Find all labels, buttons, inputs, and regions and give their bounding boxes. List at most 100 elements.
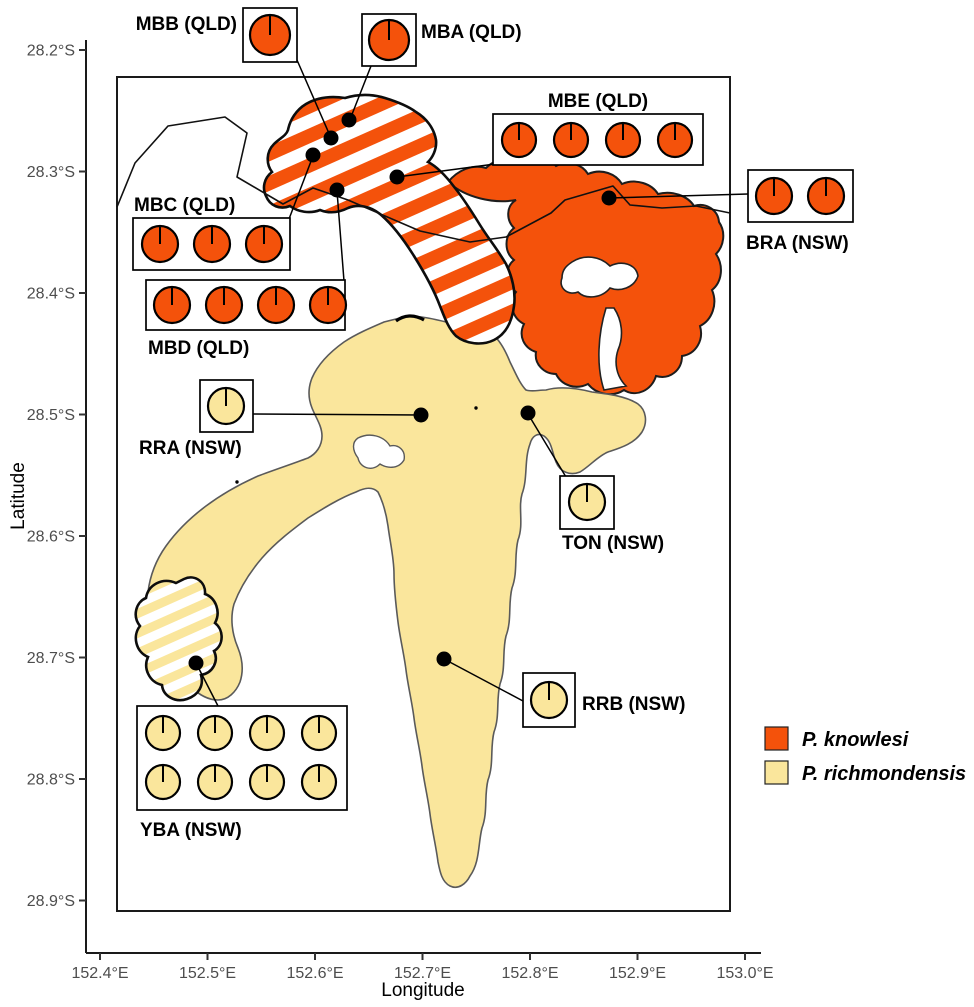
site-connector-mbb: [296, 59, 332, 139]
site-label-mbc: MBC (QLD): [134, 195, 235, 216]
pie-chart: [144, 714, 182, 752]
river-inlet: [560, 256, 639, 298]
site-connector-yba: [195, 662, 219, 707]
map-speck: [474, 406, 478, 410]
site-box-bra: BRA (NSW): [746, 169, 854, 254]
site-connector-bra: [608, 193, 749, 199]
site-label-rra: RRA (NSW): [139, 438, 242, 459]
x-tick-label: 152.8°E: [501, 965, 558, 982]
site-marker-mbd: [329, 182, 345, 198]
x-tick-label: 152.7°E: [394, 965, 451, 982]
pie-chart: [248, 13, 292, 57]
legend-label-knowlesi: P. knowlesi: [802, 729, 909, 751]
pie-chart: [256, 285, 296, 325]
pie-chart: [567, 482, 607, 522]
pie-chart: [529, 680, 569, 720]
x-tick-label: 153.0°E: [716, 965, 773, 982]
site-box-mba: MBA (QLD): [361, 13, 522, 67]
site-label-mbd: MBD (QLD): [148, 338, 249, 359]
site-box-yba: YBA (NSW): [136, 705, 348, 841]
site-box-mbb: MBB (QLD): [136, 7, 298, 63]
clearing-hole: [352, 434, 405, 469]
y-tick-label: 28.4°S: [27, 286, 75, 303]
pie-chart: [152, 285, 192, 325]
site-connector-ton: [527, 413, 567, 478]
coastal-notch: [598, 307, 628, 391]
site-connector-mba: [348, 65, 372, 123]
pie-chart: [248, 714, 286, 752]
legend-swatch-knowlesi: [764, 726, 789, 751]
pie-chart: [367, 18, 411, 62]
y-tick-label: 28.7°S: [27, 650, 75, 667]
y-axis: 28.2°S 28.3°S 28.4°S 28.5°S 28.6°S 28.7°…: [8, 40, 87, 953]
pie-chart: [144, 763, 182, 801]
pie-chart: [204, 285, 244, 325]
site-marker-mbb: [323, 130, 339, 146]
site-label-yba: YBA (NSW): [140, 820, 242, 841]
y-tick-label: 28.8°S: [27, 772, 75, 789]
legend: P. knowlesi P. richmondensis: [764, 726, 966, 785]
pie-chart: [192, 224, 232, 264]
site-box-mbd: MBD (QLD): [145, 279, 348, 359]
y-axis-title: Latitude: [8, 462, 29, 530]
site-marker-mba: [341, 112, 357, 128]
site-box-rrb: RRB (NSW): [522, 672, 685, 728]
region-richmondensis: [146, 314, 647, 889]
pie-chart: [308, 285, 348, 325]
site-box-ton: TON (NSW): [559, 475, 664, 554]
pie-chart: [656, 121, 694, 159]
site-connector-mbc: [288, 155, 314, 220]
site-marker-yba: [188, 655, 204, 671]
x-axis: 152.4°E 152.5°E 152.6°E 152.7°E 152.8°E …: [71, 952, 774, 1001]
pie-chart: [244, 224, 284, 264]
region-hybrid-south: [134, 576, 223, 702]
y-tick-label: 28.9°S: [27, 893, 75, 910]
state-border-line: [116, 116, 731, 243]
pie-chart: [196, 714, 234, 752]
y-tick-label: 28.6°S: [27, 529, 75, 546]
pie-chart: [552, 121, 590, 159]
pie-chart: [604, 121, 642, 159]
site-box-mbc: MBC (QLD): [132, 195, 291, 271]
site-label-rrb: RRB (NSW): [582, 694, 685, 715]
pie-chart: [300, 714, 338, 752]
pie-chart: [206, 386, 246, 426]
site-marker-rrb: [436, 651, 452, 667]
y-tick-label: 28.2°S: [27, 43, 75, 60]
site-marker-mbc: [305, 147, 321, 163]
site-label-bra: BRA (NSW): [746, 233, 849, 254]
site-marker-ton: [520, 405, 536, 421]
site-marker-rra: [413, 407, 429, 423]
region-hybrid-north: [262, 93, 516, 345]
pie-chart: [140, 224, 180, 264]
x-axis-title: Longitude: [381, 980, 464, 1001]
pie-chart: [500, 121, 538, 159]
y-tick-label: 28.5°S: [27, 407, 75, 424]
site-connector-mbd: [336, 190, 345, 282]
site-label-ton: TON (NSW): [562, 533, 664, 554]
pie-chart: [300, 763, 338, 801]
coastline-mark: [395, 314, 425, 323]
site-label-mba: MBA (QLD): [421, 22, 522, 43]
x-tick-label: 152.6°E: [286, 965, 343, 982]
legend-label-richmondensis: P. richmondensis: [802, 763, 966, 785]
y-tick-label: 28.3°S: [27, 164, 75, 181]
site-connector-rra: [252, 413, 422, 416]
x-tick-label: 152.4°E: [71, 965, 128, 982]
site-connector-mbe: [396, 163, 496, 178]
site-label-mbe: MBE (QLD): [548, 91, 648, 112]
pie-chart: [754, 176, 794, 216]
site-box-rra: RRA (NSW): [139, 379, 254, 459]
pie-chart: [248, 763, 286, 801]
region-knowlesi: [446, 156, 725, 396]
legend-swatch-richmondensis: [764, 760, 789, 785]
site-connector-rrb: [443, 658, 524, 702]
site-box-mbe: MBE (QLD): [492, 91, 704, 166]
site-label-mbb: MBB (QLD): [136, 14, 237, 35]
site-marker-bra: [601, 190, 617, 206]
site-marker-mbe: [389, 169, 405, 185]
x-tick-label: 152.9°E: [609, 965, 666, 982]
pie-chart: [196, 763, 234, 801]
